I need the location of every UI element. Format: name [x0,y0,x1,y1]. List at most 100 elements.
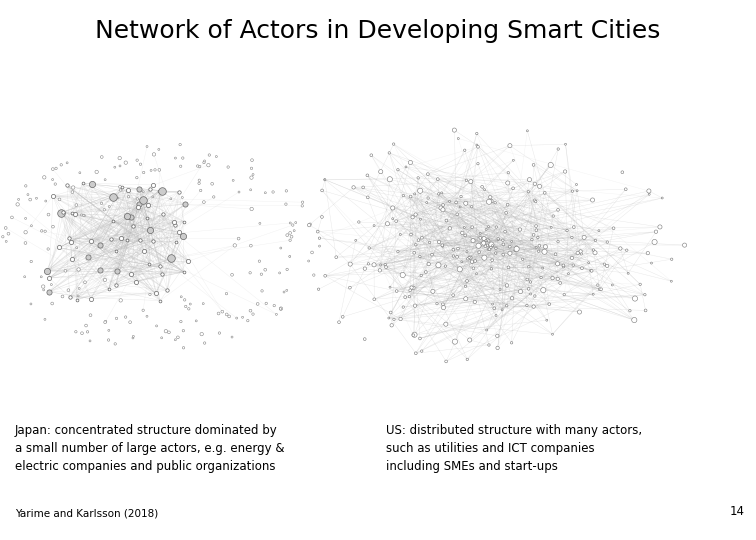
Point [61,159,73,167]
Point [110,314,122,323]
Point [319,176,331,184]
Point [395,315,407,323]
Point [76,179,88,187]
Point [316,186,328,195]
Point [252,300,264,308]
Point [149,166,161,174]
Point [448,245,460,254]
Point [22,190,34,199]
Point [110,280,122,289]
Point [592,281,604,289]
Point [454,265,466,274]
Point [160,327,172,335]
Point [131,156,143,165]
Point [194,176,206,185]
Point [244,306,256,315]
Point [72,292,84,300]
Point [2,230,14,238]
Point [169,220,181,229]
Point [450,198,462,207]
Point [456,258,468,266]
Point [306,248,318,257]
Point [399,293,411,301]
Point [472,241,485,250]
Point [447,291,459,300]
Point [80,321,92,330]
Point [462,254,474,263]
Point [365,151,377,159]
Point [467,264,479,273]
Point [98,205,110,214]
Point [0,237,12,246]
Point [620,185,632,193]
Point [608,224,620,233]
Point [435,204,447,212]
Point [177,154,189,163]
Point [122,192,135,201]
Point [161,286,173,295]
Point [405,284,417,292]
Point [287,221,299,230]
Point [38,286,50,294]
Point [390,217,402,226]
Point [544,300,556,308]
Point [460,294,472,303]
Point [656,194,668,202]
Text: Network of Actors in Developing Smart Cities: Network of Actors in Developing Smart Ci… [95,19,661,43]
Point [49,180,61,188]
Point [646,259,658,267]
Point [414,334,426,343]
Point [308,271,320,279]
Point [500,301,513,310]
Point [103,202,115,211]
Point [67,188,79,197]
Point [391,287,403,295]
Point [268,301,280,310]
Point [176,193,188,202]
Point [497,236,509,245]
Point [336,313,349,321]
Point [490,311,502,320]
Point [198,198,210,206]
Point [156,210,169,218]
Point [561,226,573,235]
Point [454,202,466,211]
Point [523,176,535,184]
Point [528,196,541,205]
Point [408,248,420,257]
Point [296,198,308,206]
Point [233,234,245,243]
Point [150,322,163,330]
Point [397,271,409,279]
Point [6,213,18,222]
Point [482,241,494,249]
Point [634,280,646,289]
Point [115,296,127,305]
Point [483,237,495,245]
Point [522,285,534,293]
Point [485,197,497,205]
Point [115,234,127,242]
Point [73,284,85,293]
Point [156,270,168,279]
Point [509,246,521,255]
Point [507,156,519,165]
Point [70,201,82,210]
Point [25,257,37,266]
Point [414,215,426,224]
Point [242,316,254,325]
Point [452,244,464,253]
Point [640,306,652,315]
Point [407,331,420,340]
Point [380,263,392,272]
Point [485,243,497,252]
Point [492,235,504,244]
Point [420,198,432,207]
Point [212,309,225,318]
Point [94,240,107,249]
Point [173,188,185,197]
Point [593,226,605,235]
Point [237,313,249,322]
Point [333,318,345,327]
Point [178,217,190,226]
